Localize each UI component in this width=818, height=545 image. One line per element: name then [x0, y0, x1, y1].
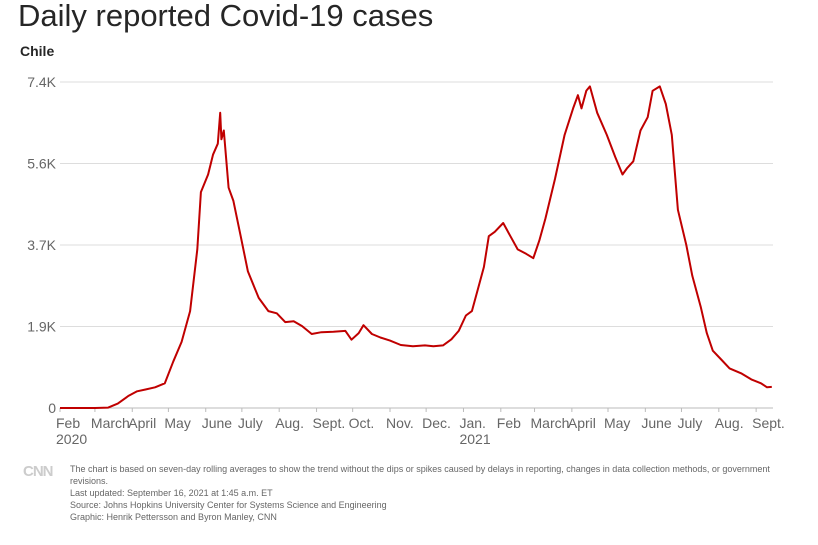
- x-tick-label: Oct.: [349, 415, 375, 431]
- x-tick-label: June: [202, 415, 233, 431]
- footer-notes: The chart is based on seven-day rolling …: [70, 463, 790, 523]
- source-note: Source: Johns Hopkins University Center …: [70, 500, 387, 510]
- x-tick-label: Jan.: [459, 415, 485, 431]
- y-tick-label: 5.6K: [27, 156, 56, 172]
- x-tick-label: Sept.: [313, 415, 346, 431]
- y-tick-label: 0: [48, 400, 56, 416]
- x-tick-label: March: [531, 415, 570, 431]
- y-tick-label: 1.9K: [27, 319, 56, 335]
- x-tick-label: June: [641, 415, 672, 431]
- x-tick-label: Nov.: [386, 415, 414, 431]
- x-tick-label: April: [128, 415, 156, 431]
- last-updated: Last updated: September 16, 2021 at 1:45…: [70, 488, 273, 498]
- x-tick-label: May: [164, 415, 190, 431]
- x-tick-label: July: [677, 415, 702, 431]
- x-tick-label: Sept.: [752, 415, 785, 431]
- chart-subtitle: Chile: [20, 43, 55, 59]
- x-tick-label: March: [91, 415, 130, 431]
- x-year-label: 2021: [459, 431, 490, 447]
- x-tick-label: July: [238, 415, 263, 431]
- x-tick-label: April: [568, 415, 596, 431]
- x-tick-label: Feb: [497, 415, 521, 431]
- x-tick-label: Aug.: [715, 415, 744, 431]
- svg-text:CNN: CNN: [23, 463, 53, 480]
- x-tick-label: Dec.: [422, 415, 451, 431]
- series-line-0: [60, 85, 772, 409]
- grid-layer: [59, 81, 773, 412]
- x-tick-label: Aug.: [275, 415, 304, 431]
- x-tick-label: May: [604, 415, 630, 431]
- y-axis-labels: 0 1.9K 3.7K 5.6K 7.4K: [27, 74, 56, 416]
- series-layer: [60, 85, 772, 409]
- graphic-credit: Graphic: Henrik Pettersson and Byron Man…: [70, 512, 277, 522]
- methodology-note: The chart is based on seven-day rolling …: [70, 464, 770, 486]
- x-tick-label: Feb: [56, 415, 80, 431]
- chart-title: Daily reported Covid-19 cases: [18, 0, 434, 33]
- y-tick-label: 3.7K: [27, 237, 56, 253]
- x-year-label: 2020: [56, 431, 87, 447]
- cnn-logo-icon: CNN: [22, 462, 56, 485]
- y-tick-label: 7.4K: [27, 74, 56, 90]
